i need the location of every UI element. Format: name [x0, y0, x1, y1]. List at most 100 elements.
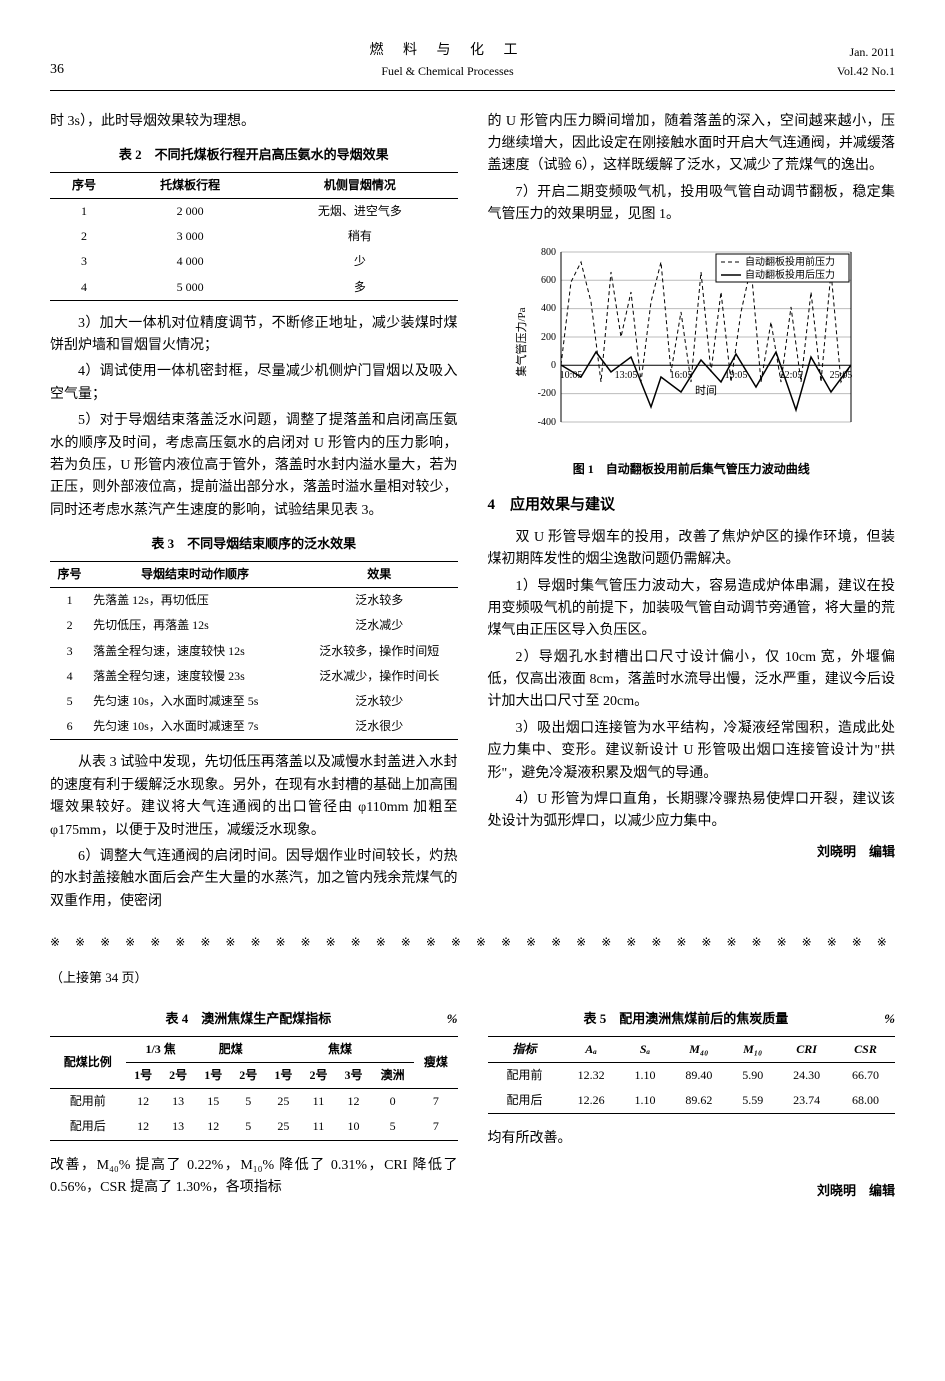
- table-cell: 先匀速 10s，入水面时减速至 5s: [89, 689, 301, 714]
- table-cell: 泛水减少: [301, 613, 458, 638]
- table-cell: 稍有: [262, 224, 457, 249]
- table-cell: 12: [126, 1114, 161, 1140]
- table3: 序号 导烟结束时动作顺序 效果 1先落盖 12s，再切低压泛水较多2先切低压，再…: [50, 561, 458, 740]
- right-p5: 2）导烟孔水封槽出口尺寸设计偏小，仅 10cm 宽，外堰偏低，仅高出液面 8cm…: [488, 647, 896, 714]
- bottom-right-col: 表 5 配用澳洲焦煤前后的焦炭质量 % 指标AₐSₐM₄₀M₁₀CRICSR 配…: [488, 997, 896, 1203]
- svg-text:自动翻板投用后压力: 自动翻板投用后压力: [745, 268, 835, 281]
- table2: 序号 托煤板行程 机侧冒烟情况 12 000无烟、进空气多23 000稍有34 …: [50, 172, 458, 301]
- right-p3: 双 U 形管导烟车的投用，改善了焦炉炉区的操作环境，但装煤初期阵发性的烟尘逸散问…: [488, 527, 896, 572]
- page-number: 36: [50, 59, 90, 81]
- table-cell: 泛水较多，操作时间短: [301, 639, 458, 664]
- svg-text:集气管压力/Pa: 集气管压力/Pa: [514, 307, 528, 376]
- bottom-left-col: 表 4 澳洲焦煤生产配煤指标 % 配煤比例 1/3 焦 肥煤 焦煤 瘦煤 1号 …: [50, 997, 458, 1203]
- table-cell: 5: [231, 1114, 266, 1140]
- table-cell: 泛水较少: [301, 689, 458, 714]
- table-cell: 配用前: [50, 1089, 126, 1115]
- svg-text:0: 0: [551, 360, 556, 371]
- table-header: M₄₀: [669, 1036, 728, 1062]
- table-cell: 5.90: [728, 1063, 777, 1089]
- svg-text:400: 400: [541, 303, 556, 314]
- t4-gh2: 肥煤: [196, 1036, 266, 1062]
- t4-sh2: 2号: [161, 1063, 196, 1089]
- table-cell: 先切低压，再落盖 12s: [89, 613, 301, 638]
- table2-title: 表 2 不同托煤板行程开启高压氨水的导烟效果: [50, 145, 458, 166]
- t4-sh4: 2号: [231, 1063, 266, 1089]
- issue-info: Jan. 2011 Vol.42 No.1: [805, 43, 895, 81]
- svg-text:200: 200: [541, 332, 556, 343]
- svg-text:13:05: 13:05: [615, 370, 638, 381]
- left-p7: 6）调整大气连通阀的启闭时间。因导烟作业时间较长，灼热的水封盖接触水面后会产生大…: [50, 846, 458, 913]
- table-cell: 配用后: [488, 1088, 562, 1114]
- t4-sh7: 3号: [336, 1063, 371, 1089]
- table-cell: 泛水减少，操作时间长: [301, 664, 458, 689]
- t4-sh6: 2号: [301, 1063, 336, 1089]
- table-cell: 4 000: [118, 249, 262, 274]
- section-4-title: 4 应用效果与建议: [488, 493, 896, 517]
- issue-vol: Vol.42 No.1: [805, 62, 895, 81]
- left-p5: 5）对于导烟结束落盖泛水问题，调整了提落盖和启闭高压氨水的顺序及时间，考虑高压氨…: [50, 410, 458, 522]
- table-cell: 7: [414, 1089, 457, 1115]
- t4-sh8: 澳洲: [371, 1063, 414, 1089]
- table-cell: 2: [50, 224, 118, 249]
- journal-title-en: Fuel & Chemical Processes: [90, 62, 805, 81]
- svg-text:-200: -200: [538, 388, 556, 399]
- t4-gh1: 1/3 焦: [126, 1036, 196, 1062]
- right-p7: 4）U 形管为焊口直角，长期骤冷骤热易使焊口开裂，建议该处设计为弧形焊口，以减少…: [488, 789, 896, 834]
- bottom-right-text: 均有所改善。: [488, 1128, 896, 1150]
- left-p1: 时 3s），此时导烟效果较为理想。: [50, 111, 458, 133]
- table-cell: 5: [371, 1114, 414, 1140]
- table-cell: 89.62: [669, 1088, 728, 1114]
- table3-h1: 导烟结束时动作顺序: [89, 562, 301, 588]
- table-cell: 15: [196, 1089, 231, 1115]
- table-cell: 11: [301, 1114, 336, 1140]
- table-cell: 11: [301, 1089, 336, 1115]
- table-cell: 落盖全程匀速，速度较快 12s: [89, 639, 301, 664]
- table-cell: 13: [161, 1114, 196, 1140]
- table-cell: 3 000: [118, 224, 262, 249]
- table-header: Aₐ: [562, 1036, 621, 1062]
- table-cell: 10: [336, 1114, 371, 1140]
- figure-1-chart: 800 600 400 200 0 -200 -400: [511, 242, 871, 452]
- table-cell: 25: [266, 1089, 301, 1115]
- table-cell: 落盖全程匀速，速度较慢 23s: [89, 664, 301, 689]
- table4: 配煤比例 1/3 焦 肥煤 焦煤 瘦煤 1号 2号 1号 2号 1号 2号 3号…: [50, 1036, 458, 1141]
- table2-h1: 托煤板行程: [118, 172, 262, 198]
- table-cell: 2 000: [118, 198, 262, 224]
- table-cell: 配用前: [488, 1063, 562, 1089]
- table4-title: 表 4 澳洲焦煤生产配煤指标 %: [50, 1009, 458, 1030]
- table-cell: 3: [50, 639, 89, 664]
- table-cell: 先落盖 12s，再切低压: [89, 588, 301, 614]
- page-header: 36 燃 料 与 化 工 Fuel & Chemical Processes J…: [50, 40, 895, 91]
- table-cell: 66.70: [836, 1063, 895, 1089]
- svg-text:600: 600: [541, 275, 556, 286]
- t4-gh4: 瘦煤: [414, 1036, 457, 1088]
- table-cell: 少: [262, 249, 457, 274]
- table-cell: 25: [266, 1114, 301, 1140]
- table-cell: 先匀速 10s，入水面时减速至 7s: [89, 714, 301, 740]
- table-cell: 5.59: [728, 1088, 777, 1114]
- issue-date: Jan. 2011: [805, 43, 895, 62]
- t4-gh3: 焦煤: [266, 1036, 414, 1062]
- table-cell: 配用后: [50, 1114, 126, 1140]
- t4-sh3: 1号: [196, 1063, 231, 1089]
- table-cell: 2: [50, 613, 89, 638]
- table5: 指标AₐSₐM₄₀M₁₀CRICSR 配用前12.321.1089.405.90…: [488, 1036, 896, 1115]
- table3-title: 表 3 不同导烟结束顺序的泛水效果: [50, 534, 458, 555]
- table-cell: 4: [50, 275, 118, 301]
- bottom-left-text: 改善，M₄₀% 提高了 0.22%，M₁₀% 降低了 0.31%，CRI 降低了…: [50, 1155, 458, 1200]
- table-cell: 6: [50, 714, 89, 740]
- table-cell: 89.40: [669, 1063, 728, 1089]
- table-cell: 12.26: [562, 1088, 621, 1114]
- table-cell: 5: [50, 689, 89, 714]
- table-cell: 13: [161, 1089, 196, 1115]
- table5-title: 表 5 配用澳洲焦煤前后的焦炭质量 %: [488, 1009, 896, 1030]
- table-cell: 0: [371, 1089, 414, 1115]
- t4-sh1: 1号: [126, 1063, 161, 1089]
- table-cell: 泛水很少: [301, 714, 458, 740]
- table-cell: 1: [50, 588, 89, 614]
- svg-text:时间: 时间: [695, 384, 717, 397]
- table3-h0: 序号: [50, 562, 89, 588]
- main-content: 时 3s），此时导烟效果较为理想。 表 2 不同托煤板行程开启高压氨水的导烟效果…: [50, 111, 895, 917]
- table-cell: 无烟、进空气多: [262, 198, 457, 224]
- table-cell: 68.00: [836, 1088, 895, 1114]
